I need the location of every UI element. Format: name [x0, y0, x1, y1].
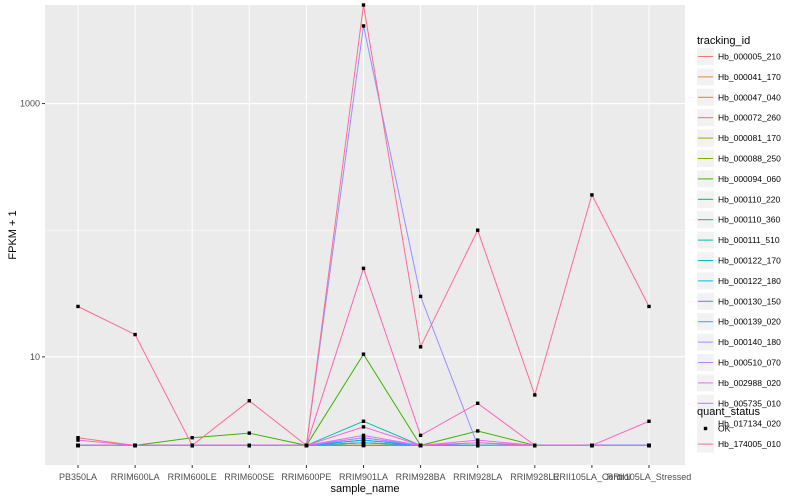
data-point	[476, 429, 480, 433]
legend-label: Hb_000005_210	[718, 52, 781, 62]
legend-label: Hb_000088_250	[718, 154, 781, 164]
data-point	[476, 228, 480, 232]
y-axis-title: FPKM + 1	[7, 210, 19, 259]
legend-color-title: tracking_id	[697, 35, 750, 47]
legend-shape-title: quant_status	[697, 406, 760, 418]
legend-label: Hb_000122_180	[718, 276, 781, 286]
data-point	[133, 443, 137, 448]
y-tick-label: 10	[30, 352, 40, 362]
data-point	[361, 3, 366, 7]
legend-shape-entries: OK	[697, 420, 731, 437]
legend-color-entries: Hb_000005_210 Hb_000041_170 Hb_000047_040 H…	[697, 48, 781, 453]
x-tick-label: RRIM600LE	[168, 472, 217, 482]
legend-label: Hb_005735_010	[718, 398, 781, 408]
data-point	[76, 304, 80, 309]
data-point	[76, 435, 80, 440]
data-point	[361, 435, 366, 440]
legend-label: Hb_000072_260	[718, 113, 781, 123]
x-tick-label: RRIM600LA	[111, 472, 160, 482]
legend-label: Hb_000510_070	[718, 358, 781, 368]
data-point	[418, 433, 423, 438]
x-tick-label: PB350LA	[59, 472, 97, 482]
data-point	[476, 440, 480, 445]
data-point	[361, 419, 366, 423]
x-tick-label: RRII105LA_Stressed	[607, 472, 692, 482]
legend-label: Hb_000140_180	[718, 337, 781, 347]
grid-lines	[45, 5, 685, 465]
plot-panel	[45, 5, 685, 465]
data-point	[647, 443, 651, 448]
x-axis-ticks: PB350LA RRIM600LA RRIM600LE RRIM600SE RRIM60…	[59, 465, 691, 482]
legend-shape-label: OK	[718, 424, 731, 434]
data-point	[247, 443, 251, 448]
x-tick-label: RRIM600SE	[224, 472, 274, 482]
data-point	[476, 438, 480, 442]
legend-label: Hb_000110_220	[718, 194, 781, 204]
legend-label: Hb_000047_040	[718, 92, 781, 102]
x-tick-label: RRIM901LA	[339, 472, 388, 482]
legend-shape-marker	[703, 426, 708, 431]
data-point	[361, 425, 366, 429]
legend-label: Hb_174005_010	[718, 439, 781, 449]
data-point	[476, 401, 480, 405]
data-point	[533, 443, 537, 448]
data-point	[418, 294, 423, 299]
legend-label: Hb_000122_170	[718, 256, 781, 266]
data-point	[418, 345, 423, 349]
data-points	[76, 3, 651, 448]
data-point	[361, 352, 366, 356]
legend-label: Hb_000139_020	[718, 317, 781, 327]
data-point	[190, 435, 194, 440]
legend-label: Hb_000041_170	[718, 72, 781, 82]
data-point	[304, 443, 309, 448]
data-point	[361, 438, 366, 442]
data-point	[476, 443, 480, 448]
data-point	[590, 443, 594, 448]
legend-label: Hb_000094_060	[718, 174, 781, 184]
data-point	[133, 332, 137, 337]
x-axis-title: sample_name	[330, 483, 399, 495]
x-tick-label: RRII105LA_Control	[553, 472, 631, 482]
x-tick-label: RRIM928LA	[453, 472, 502, 482]
data-point	[361, 433, 366, 438]
data-point	[76, 438, 80, 442]
legend-label: Hb_017134_020	[718, 419, 781, 429]
legend-label: Hb_002988_020	[718, 378, 781, 388]
legend-label: Hb_000081_170	[718, 133, 781, 143]
x-tick-label: RRIM600PE	[281, 472, 331, 482]
x-tick-label: RRIM928BA	[396, 472, 446, 482]
legend-label: Hb_000111_510	[718, 235, 780, 245]
data-point	[361, 24, 366, 28]
x-tick-label: RRIM928LE	[510, 472, 559, 482]
data-point	[247, 399, 251, 403]
data-point	[361, 443, 366, 448]
data-point	[533, 393, 537, 397]
data-point	[361, 440, 366, 445]
data-point	[647, 304, 651, 309]
data-point	[418, 443, 423, 448]
data-point	[247, 431, 251, 435]
legend-label: Hb_000110_360	[718, 215, 781, 225]
data-point	[361, 266, 366, 271]
y-axis-ticks: 10 1000	[20, 99, 45, 362]
data-point	[590, 193, 594, 197]
data-point	[647, 419, 651, 423]
y-tick-label: 1000	[20, 99, 40, 109]
legend-label: Hb_000130_150	[718, 296, 781, 306]
data-point	[76, 443, 80, 448]
data-point	[190, 443, 194, 448]
